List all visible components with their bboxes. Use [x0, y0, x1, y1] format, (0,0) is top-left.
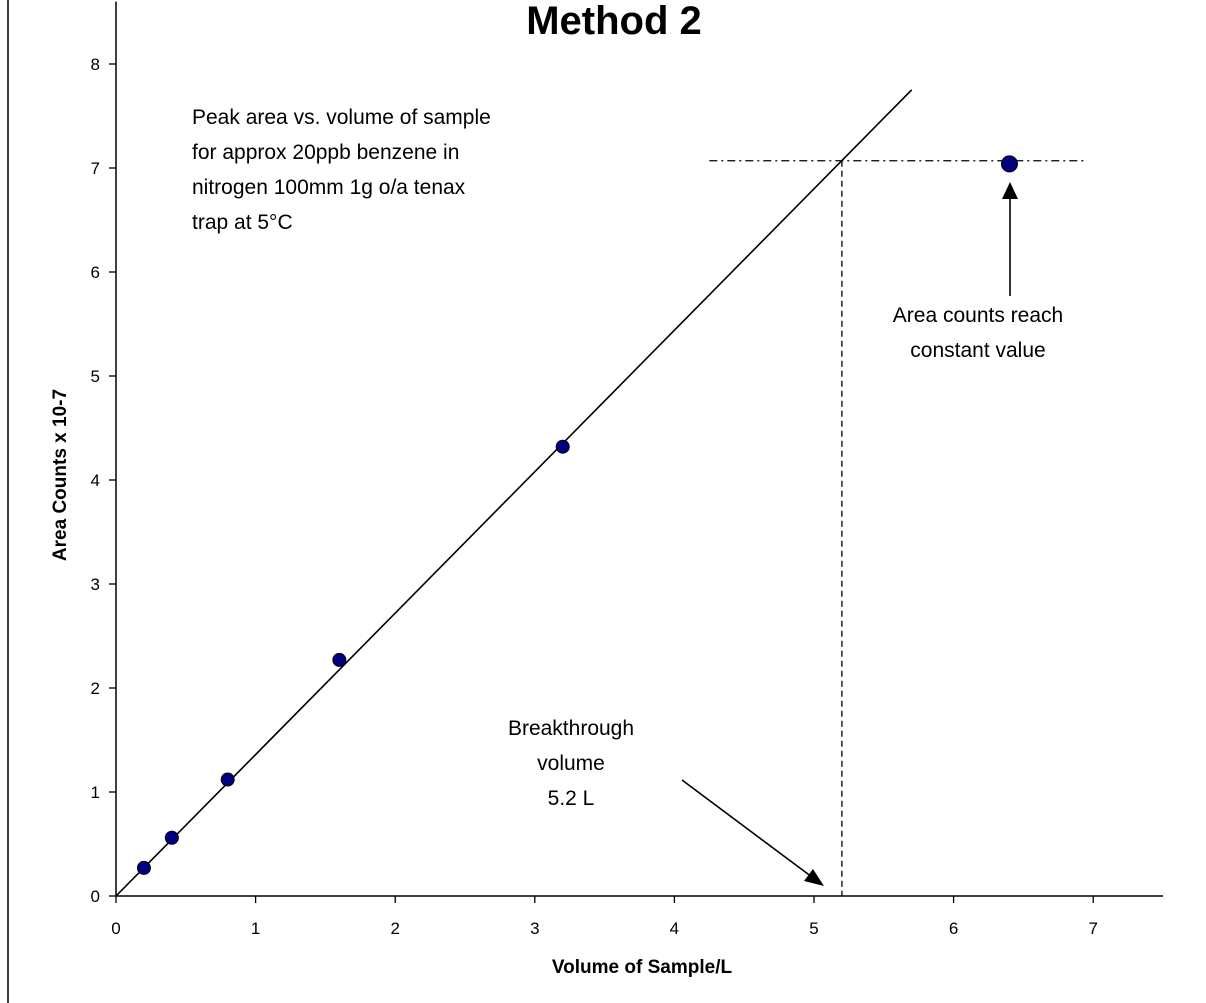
chart-title: Method 2 — [526, 0, 702, 43]
breakthrough-line-1: Breakthrough — [508, 717, 634, 740]
y-tick-label: 0 — [91, 887, 100, 906]
y-ticks: 0 1 2 3 4 5 6 7 8 — [91, 55, 116, 906]
breakthrough-arrow-head — [804, 869, 824, 886]
y-tick-label: 4 — [91, 471, 100, 490]
x-tick-label: 4 — [670, 919, 679, 938]
y-axis-label: Area Counts x 10-7 — [50, 389, 71, 561]
data-point — [1000, 155, 1018, 173]
x-tick-label: 7 — [1088, 919, 1097, 938]
y-tick-label: 3 — [91, 575, 100, 594]
data-point — [164, 830, 179, 845]
x-tick-label: 1 — [251, 919, 260, 938]
x-tick-label: 5 — [809, 919, 818, 938]
x-tick-label: 2 — [390, 919, 399, 938]
breakthrough-line-2: volume — [537, 752, 605, 775]
y-tick-label: 6 — [91, 263, 100, 282]
data-point — [220, 772, 235, 787]
breakthrough-arrow-shaft — [681, 779, 817, 881]
x-ticks: 0 1 2 3 4 5 6 7 — [111, 896, 1098, 938]
x-axis-label: Volume of Sample/L — [552, 957, 733, 978]
constant-line-1: Area counts reach — [893, 304, 1063, 327]
axes — [115, 1, 1163, 897]
description-line-1: Peak area vs. volume of sample — [192, 106, 491, 129]
constant-annotation: Area counts reach constant value — [893, 182, 1063, 362]
y-tick-label: 1 — [91, 783, 100, 802]
plot-marks — [115, 89, 1087, 897]
constant-arrow-head — [1002, 182, 1018, 199]
x-tick-label: 6 — [949, 919, 958, 938]
fit-line — [115, 89, 913, 897]
data-point — [555, 439, 570, 454]
description-line-3: nitrogen 100mm 1g o/a tenax — [192, 176, 466, 199]
constant-line-2: constant value — [910, 339, 1045, 362]
data-point — [332, 652, 347, 667]
x-tick-label: 0 — [111, 919, 120, 938]
y-tick-label: 8 — [91, 55, 100, 74]
x-tick-label: 3 — [530, 919, 539, 938]
y-tick-label: 7 — [91, 159, 100, 178]
breakthrough-value: 5.2 L — [548, 787, 595, 810]
description-line-4: trap at 5°C — [192, 211, 293, 234]
y-tick-label: 2 — [91, 679, 100, 698]
y-tick-label: 5 — [91, 367, 100, 386]
breakthrough-annotation: Breakthrough volume 5.2 L — [508, 717, 824, 886]
data-point — [136, 860, 151, 875]
description-annotation: Peak area vs. volume of sample for appro… — [192, 106, 491, 234]
description-line-2: for approx 20ppb benzene in — [192, 141, 459, 164]
